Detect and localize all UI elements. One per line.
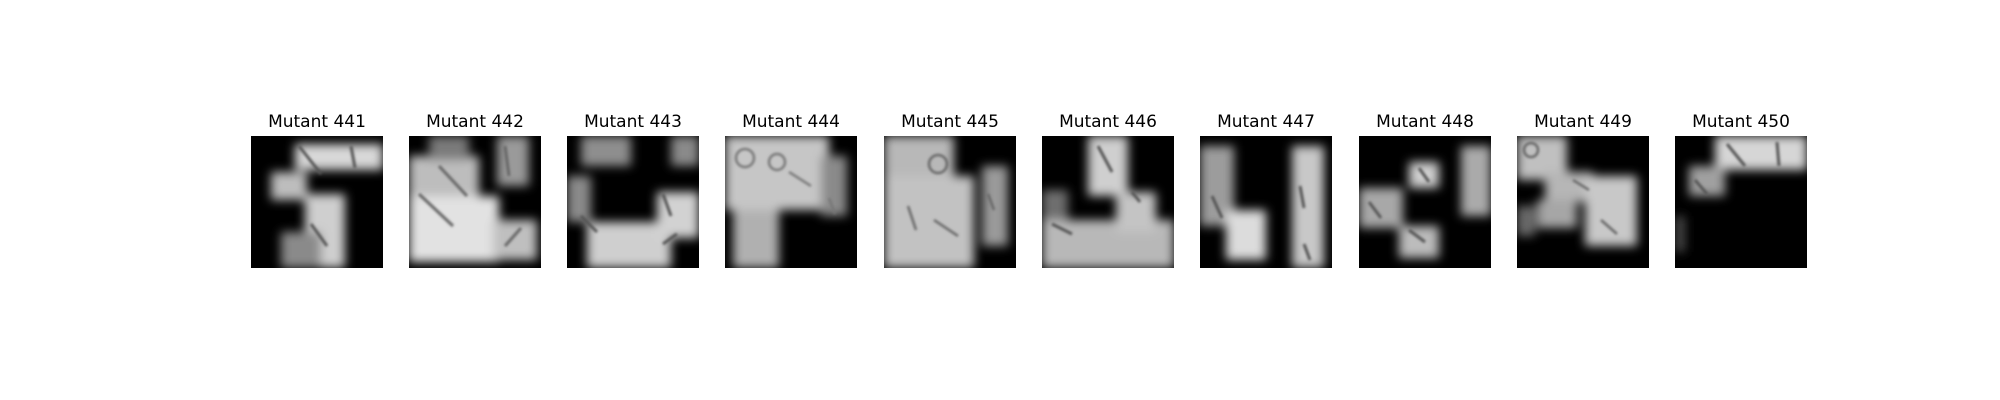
mutant-panel: Mutant 449: [1517, 0, 1649, 400]
mutant-image: [884, 136, 1016, 268]
panel-title: Mutant 442: [426, 112, 524, 132]
panel-title: Mutant 448: [1376, 112, 1474, 132]
mutant-panel: Mutant 441: [251, 0, 383, 400]
panel-title: Mutant 449: [1534, 112, 1632, 132]
mutant-panel: Mutant 448: [1359, 0, 1491, 400]
panel-title: Mutant 450: [1692, 112, 1790, 132]
mutant-image: [409, 136, 541, 268]
mutant-image: [1359, 136, 1491, 268]
mutant-image: [567, 136, 699, 268]
mutant-panel: Mutant 444: [725, 0, 857, 400]
mutant-image: [251, 136, 383, 268]
mutant-panel: Mutant 446: [1042, 0, 1174, 400]
mutant-image: [1200, 136, 1332, 268]
panel-title: Mutant 447: [1217, 112, 1315, 132]
mutant-panel: Mutant 447: [1200, 0, 1332, 400]
mutant-image: [1042, 136, 1174, 268]
mutant-panel: Mutant 442: [409, 0, 541, 400]
mutant-image: [1675, 136, 1807, 268]
panel-title: Mutant 444: [742, 112, 840, 132]
panel-title: Mutant 446: [1059, 112, 1157, 132]
mutant-panel: Mutant 450: [1675, 0, 1807, 400]
panel-title: Mutant 445: [901, 112, 999, 132]
panel-title: Mutant 443: [584, 112, 682, 132]
mutant-panel: Mutant 443: [567, 0, 699, 400]
mutant-image: [1517, 136, 1649, 268]
mutant-panel: Mutant 445: [884, 0, 1016, 400]
mutant-image: [725, 136, 857, 268]
panel-title: Mutant 441: [268, 112, 366, 132]
